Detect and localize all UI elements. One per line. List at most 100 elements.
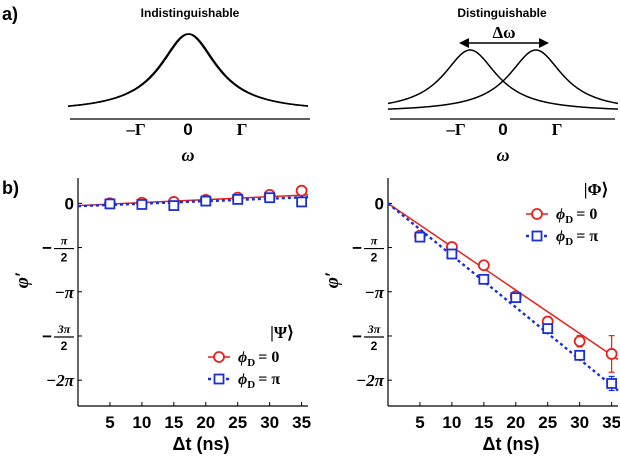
y-tick-label-3: −3π 2: [42, 322, 74, 353]
legend-label: ϕD = 0: [556, 206, 597, 226]
panel-label-b: b): [2, 178, 19, 198]
chart-title-distinguishable: Distinguishable: [457, 6, 547, 20]
legend-phi: ϕ: [238, 371, 247, 388]
legend-title: |Ψ⟩: [270, 323, 294, 342]
legend-title: |Φ⟩: [584, 180, 608, 199]
legend-marker: [531, 208, 543, 220]
fraction-numerator: π: [61, 234, 68, 248]
legend-marker: [213, 373, 225, 385]
x-tick-zero: 0: [498, 120, 507, 139]
data-point-square: [414, 231, 426, 243]
data-point-circle: [605, 348, 618, 360]
x-axis-label-omega: ω: [496, 145, 509, 165]
lorentzian-curve-1: [67, 33, 309, 107]
legend-entry-phi-d-0: ϕD = 0: [208, 349, 279, 369]
data-point-square: [264, 192, 276, 204]
x-tick-label-20: 20: [196, 413, 215, 432]
delta-omega-label: Δω: [492, 23, 515, 42]
legend-eq: = 0: [258, 349, 279, 366]
curves-a-right: [387, 49, 619, 110]
y-tick-label-2: −π: [54, 283, 74, 302]
fraction-denominator: 2: [61, 251, 68, 265]
data-point-square: [446, 248, 458, 260]
series-phi-d-pi: [77, 192, 309, 211]
lorentzian-curve-2: [67, 33, 309, 107]
y-tick-label-1: − π 2: [352, 234, 384, 265]
data-point-circle: [477, 259, 490, 272]
fraction-numerator: 3π: [367, 322, 381, 336]
minus-sign: −: [352, 239, 362, 258]
y-axis-label: φ′: [12, 272, 33, 288]
legend-entry-phi-d-pi: ϕD = π: [208, 371, 280, 391]
data-point-square: [296, 196, 308, 208]
y-tick-label-4: −2π: [356, 371, 385, 390]
x-tick-label-15: 15: [474, 413, 493, 432]
chart-a-left: Indistinguishable –Γ 0 Γ ω: [67, 6, 310, 165]
data-point-square: [574, 349, 586, 361]
legend-sub: D: [247, 379, 255, 391]
x-tick-minus-gamma: –Γ: [445, 120, 465, 139]
x-tick-label-30: 30: [570, 413, 589, 432]
data-point-square: [478, 273, 490, 285]
data-point-square: [168, 200, 180, 211]
x-tick-label-10: 10: [132, 413, 151, 432]
y-tick-label-0: 0: [65, 194, 74, 213]
arrowhead-left: [459, 38, 469, 48]
y-tick-label-2: −π: [364, 283, 384, 302]
lorentzian-curve-2: [387, 49, 619, 110]
fit-line: [387, 202, 619, 361]
data-point-circle: [573, 335, 586, 348]
legend-marker: [213, 351, 225, 363]
legend-label: ϕD = 0: [238, 349, 279, 369]
y-tick-label-0: 0: [375, 194, 384, 213]
minus-sign: −: [42, 327, 52, 346]
fraction-numerator: π: [371, 234, 378, 248]
legend-phi: ϕ: [556, 228, 565, 245]
panel-label-a: a): [2, 4, 18, 24]
arrowhead-right: [539, 38, 549, 48]
legend-sub: D: [247, 357, 255, 369]
x-tick-label-35: 35: [602, 413, 620, 432]
minus-sign: −: [352, 327, 362, 346]
x-axis-label: Δt (ns): [483, 434, 540, 454]
data-point-square: [542, 323, 554, 334]
fraction-denominator: 2: [61, 339, 68, 353]
chart-a-right: Distinguishable Δω –Γ 0 Γ ω: [387, 6, 619, 165]
data-point-circle: [295, 184, 308, 197]
fraction-denominator: 2: [371, 339, 378, 353]
legend-entry-phi-d-0: ϕD = 0: [526, 206, 597, 226]
x-axis-label-omega: ω: [181, 145, 194, 165]
x-tick-label-20: 20: [506, 413, 525, 432]
data-point-square: [510, 292, 522, 304]
legend-eq: = π: [576, 228, 598, 245]
legend-phi: ϕ: [238, 349, 247, 366]
legend-eq: = 0: [576, 206, 597, 223]
x-tick-label-10: 10: [442, 413, 461, 432]
x-axis-label: Δt (ns): [173, 434, 230, 454]
x-tick-label-25: 25: [538, 413, 557, 432]
legend: |Ψ⟩ϕD = 0ϕD = π: [208, 323, 294, 391]
x-tick-minus-gamma: –Γ: [125, 120, 145, 139]
legend-sub: D: [565, 236, 573, 248]
data-point-square: [200, 195, 212, 207]
legend-label: ϕD = π: [238, 371, 280, 391]
legend-eq: = π: [258, 371, 280, 388]
y-tick-label-1: − π 2: [42, 234, 74, 265]
data-point-square: [606, 378, 618, 389]
data-point-square: [232, 193, 244, 205]
x-tick-label-15: 15: [164, 413, 183, 432]
x-tick-label-30: 30: [260, 413, 279, 432]
fit-line: [77, 195, 309, 208]
y-tick-label-3: −3π 2: [352, 322, 384, 353]
fraction-numerator: 3π: [57, 322, 71, 336]
legend-label: ϕD = π: [556, 228, 598, 248]
legend-sub: D: [565, 214, 573, 226]
legend-entry-phi-d-pi: ϕD = π: [526, 228, 598, 248]
x-tick-gamma: Γ: [552, 120, 563, 139]
x-tick-label-35: 35: [292, 413, 311, 432]
x-tick-label-5: 5: [415, 413, 424, 432]
data-point-square: [104, 198, 116, 210]
fraction-denominator: 2: [371, 251, 378, 265]
